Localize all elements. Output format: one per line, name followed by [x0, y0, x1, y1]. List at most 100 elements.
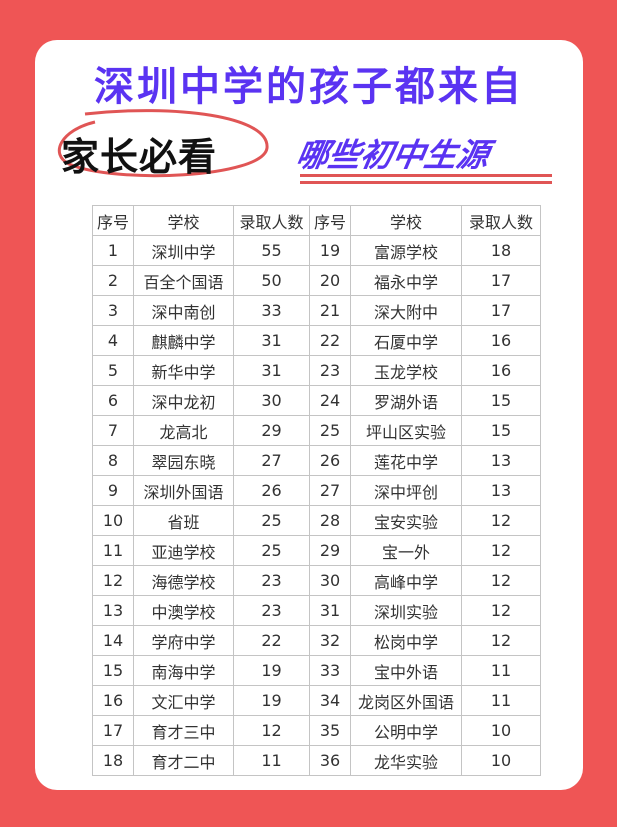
table-row: 3 深中南创 33 21 深大附中 17 — [92, 295, 541, 326]
subtitle-underline — [300, 181, 552, 184]
table-row: 16 文汇中学 19 34 龙岗区外国语 11 — [92, 685, 541, 716]
table-row: 12 海德学校 23 30 高峰中学 12 — [92, 565, 541, 596]
cell-rank: 33 — [309, 655, 351, 686]
cell-rank: 6 — [92, 385, 134, 416]
cell-rank: 23 — [309, 355, 351, 386]
header-admitted-count: 录取人数 — [233, 205, 310, 236]
cell-rank: 7 — [92, 415, 134, 446]
table-row: 6 深中龙初 30 24 罗湖外语 15 — [92, 385, 541, 416]
cell-rank: 5 — [92, 355, 134, 386]
cell-rank: 4 — [92, 325, 134, 356]
header-rank: 序号 — [309, 205, 351, 236]
cell-admitted-count: 25 — [233, 535, 310, 566]
cell-rank: 12 — [92, 565, 134, 596]
header-admitted-count: 录取人数 — [461, 205, 541, 236]
cell-rank: 10 — [92, 505, 134, 536]
subtitle-underline — [300, 174, 552, 177]
cell-school: 南海中学 — [133, 655, 234, 686]
cell-school: 松岗中学 — [350, 625, 462, 656]
cell-admitted-count: 33 — [233, 295, 310, 326]
cell-admitted-count: 17 — [461, 295, 541, 326]
table-row: 7 龙高北 29 25 坪山区实验 15 — [92, 415, 541, 446]
cell-school: 坪山区实验 — [350, 415, 462, 446]
table-row: 11 亚迪学校 25 29 宝一外 12 — [92, 535, 541, 566]
cell-school: 深中龙初 — [133, 385, 234, 416]
table-row: 17 育才三中 12 35 公明中学 10 — [92, 715, 541, 746]
poster-subtitle: 哪些初中生源 — [293, 136, 493, 174]
cell-school: 中澳学校 — [133, 595, 234, 626]
cell-school: 育才二中 — [133, 745, 234, 776]
cell-school: 宝中外语 — [350, 655, 462, 686]
cell-admitted-count: 18 — [461, 235, 541, 266]
cell-school: 麒麟中学 — [133, 325, 234, 356]
cell-school: 深圳实验 — [350, 595, 462, 626]
cell-school: 深中南创 — [133, 295, 234, 326]
cell-rank: 1 — [92, 235, 134, 266]
cell-admitted-count: 31 — [233, 355, 310, 386]
cell-rank: 24 — [309, 385, 351, 416]
cell-rank: 13 — [92, 595, 134, 626]
cell-admitted-count: 15 — [461, 415, 541, 446]
cell-admitted-count: 23 — [233, 595, 310, 626]
cell-admitted-count: 12 — [461, 625, 541, 656]
header-school: 学校 — [133, 205, 234, 236]
cell-admitted-count: 25 — [233, 505, 310, 536]
admissions-table: 序号 学校 录取人数 序号 学校 录取人数 1 深圳中学 55 19 富源学校 18 2 百全个国语 50… — [92, 205, 541, 776]
cell-rank: 34 — [309, 685, 351, 716]
cell-school: 深中坪创 — [350, 475, 462, 506]
header-school: 学校 — [350, 205, 462, 236]
cell-admitted-count: 26 — [233, 475, 310, 506]
hand-drawn-circle — [57, 109, 269, 178]
table-row: 5 新华中学 31 23 玉龙学校 16 — [92, 355, 541, 386]
cell-rank: 28 — [309, 505, 351, 536]
cell-rank: 30 — [309, 565, 351, 596]
cell-school: 罗湖外语 — [350, 385, 462, 416]
cell-rank: 19 — [309, 235, 351, 266]
cell-rank: 20 — [309, 265, 351, 296]
cell-admitted-count: 17 — [461, 265, 541, 296]
cell-school: 龙岗区外国语 — [350, 685, 462, 716]
table-row: 2 百全个国语 50 20 福永中学 17 — [92, 265, 541, 296]
cell-admitted-count: 12 — [461, 595, 541, 626]
cell-rank: 21 — [309, 295, 351, 326]
cell-admitted-count: 29 — [233, 415, 310, 446]
cell-rank: 16 — [92, 685, 134, 716]
cell-admitted-count: 12 — [461, 505, 541, 536]
cell-rank: 29 — [309, 535, 351, 566]
cell-admitted-count: 11 — [461, 685, 541, 716]
table-row: 10 省班 25 28 宝安实验 12 — [92, 505, 541, 536]
cell-school: 富源学校 — [350, 235, 462, 266]
cell-school: 福永中学 — [350, 265, 462, 296]
poster-title: 深圳中学的孩子都来自 — [94, 64, 524, 110]
cell-school: 深圳外国语 — [133, 475, 234, 506]
table-row: 4 麒麟中学 31 22 石厦中学 16 — [92, 325, 541, 356]
cell-admitted-count: 11 — [461, 655, 541, 686]
cell-admitted-count: 55 — [233, 235, 310, 266]
cell-school: 育才三中 — [133, 715, 234, 746]
cell-school: 学府中学 — [133, 625, 234, 656]
cell-school: 百全个国语 — [133, 265, 234, 296]
cell-admitted-count: 19 — [233, 685, 310, 716]
cell-school: 宝一外 — [350, 535, 462, 566]
cell-admitted-count: 13 — [461, 445, 541, 476]
cell-rank: 2 — [92, 265, 134, 296]
cell-admitted-count: 11 — [233, 745, 310, 776]
cell-rank: 17 — [92, 715, 134, 746]
cell-rank: 26 — [309, 445, 351, 476]
cell-admitted-count: 27 — [233, 445, 310, 476]
cell-rank: 22 — [309, 325, 351, 356]
cell-school: 亚迪学校 — [133, 535, 234, 566]
cell-rank: 9 — [92, 475, 134, 506]
cell-rank: 8 — [92, 445, 134, 476]
header-rank: 序号 — [92, 205, 134, 236]
cell-school: 石厦中学 — [350, 325, 462, 356]
cell-rank: 36 — [309, 745, 351, 776]
cell-rank: 14 — [92, 625, 134, 656]
cell-school: 龙华实验 — [350, 745, 462, 776]
cell-rank: 32 — [309, 625, 351, 656]
cell-rank: 11 — [92, 535, 134, 566]
cell-rank: 25 — [309, 415, 351, 446]
cell-school: 海德学校 — [133, 565, 234, 596]
cell-rank: 27 — [309, 475, 351, 506]
cell-school: 玉龙学校 — [350, 355, 462, 386]
